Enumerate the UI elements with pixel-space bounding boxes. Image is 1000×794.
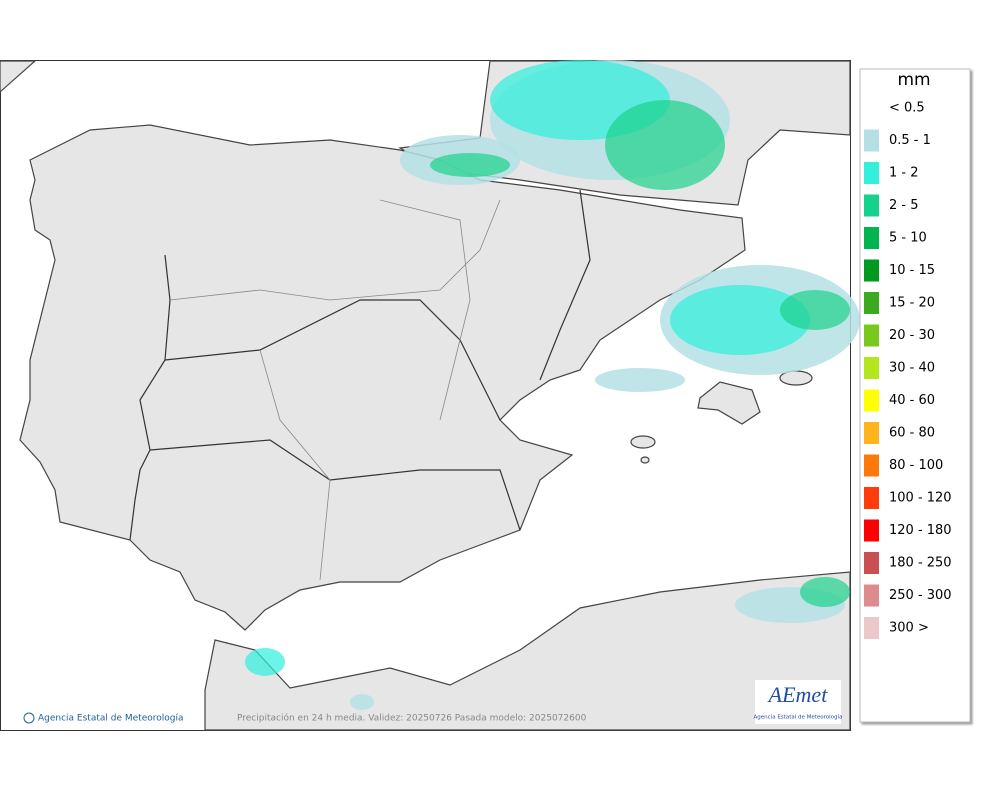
agency-credit: Agencia Estatal de Meteorología bbox=[38, 714, 184, 724]
logo-name: Agencia Estatal de Meteorología bbox=[754, 714, 843, 721]
legend-label: 180 - 250 bbox=[889, 556, 952, 571]
legend-swatch bbox=[864, 292, 879, 314]
legend-label: 1 - 2 bbox=[889, 166, 919, 181]
legend-label: 2 - 5 bbox=[889, 198, 919, 213]
logo-mark: AEmet bbox=[767, 682, 829, 707]
precipitation-areas bbox=[245, 60, 860, 710]
legend-swatch bbox=[864, 454, 879, 477]
legend-swatch bbox=[864, 617, 879, 639]
legend-swatch bbox=[864, 162, 879, 184]
legend-swatch bbox=[864, 129, 879, 152]
legend-swatch bbox=[864, 422, 879, 444]
legend-label: 100 - 120 bbox=[889, 491, 952, 506]
legend-label: 300 > bbox=[889, 621, 929, 636]
region-borders bbox=[129, 189, 591, 581]
map-caption: Precipitación en 24 h media. Validez: 20… bbox=[237, 713, 587, 724]
legend-swatch bbox=[864, 584, 879, 607]
legend-swatch bbox=[864, 227, 879, 249]
legend-label: 0.5 - 1 bbox=[889, 133, 931, 148]
legend-label: 10 - 15 bbox=[889, 263, 935, 278]
legend-label: 30 - 40 bbox=[889, 361, 935, 376]
legend-title: mm bbox=[897, 70, 930, 90]
legend-swatch bbox=[864, 519, 879, 542]
legend-items: < 0.5 0.5 - 1 1 - 2 2 - 5 5 - 10 10 - 15 15 - … bbox=[864, 101, 952, 639]
legend-label: 15 - 20 bbox=[889, 296, 935, 311]
legend-swatch bbox=[864, 259, 879, 282]
legend-swatch bbox=[864, 357, 879, 379]
legend-swatch bbox=[864, 487, 879, 509]
legend-swatch bbox=[864, 194, 879, 217]
legend-swatch bbox=[864, 389, 879, 412]
legend-label: 80 - 100 bbox=[889, 458, 943, 473]
legend-label: 20 - 30 bbox=[889, 328, 935, 343]
legend-swatch bbox=[864, 552, 879, 574]
legend-label: 250 - 300 bbox=[889, 588, 952, 603]
logo-box bbox=[755, 680, 841, 724]
legend-label: 120 - 180 bbox=[889, 523, 952, 538]
legend-label: 60 - 80 bbox=[889, 426, 935, 441]
copyright-icon bbox=[23, 712, 35, 724]
legend-label: 40 - 60 bbox=[889, 393, 935, 408]
legend-label: 5 - 10 bbox=[889, 231, 927, 246]
legend-label: < 0.5 bbox=[889, 101, 925, 116]
legend-swatch bbox=[864, 324, 879, 347]
